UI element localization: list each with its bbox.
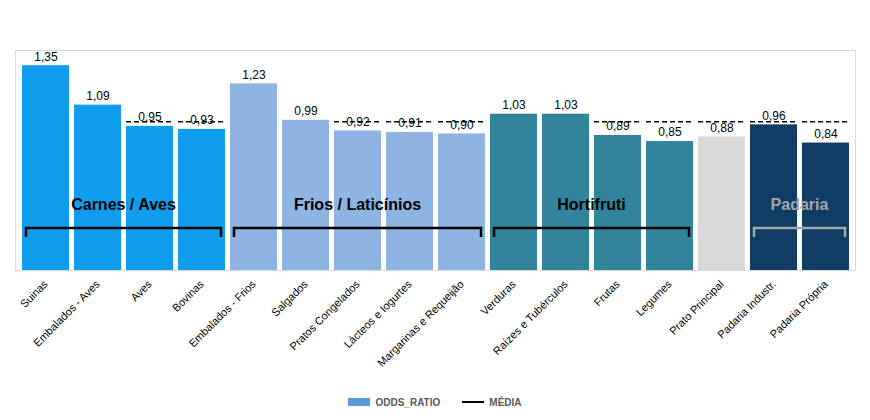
- svg-text:0,89: 0,89: [606, 119, 630, 133]
- svg-text:0,85: 0,85: [658, 125, 682, 139]
- html-text:MÉDIA: MÉDIA: [489, 396, 522, 408]
- svg-text:1,03: 1,03: [554, 98, 578, 112]
- svg-text:Prato Principal: Prato Principal: [667, 278, 726, 337]
- svg-text:1,23: 1,23: [242, 68, 266, 82]
- svg-text:Pratos Congelados: Pratos Congelados: [287, 277, 362, 353]
- svg-text:Frutas: Frutas: [591, 277, 622, 308]
- svg-text:Suinas: Suinas: [18, 277, 51, 310]
- svg-text:Verduras: Verduras: [478, 277, 518, 317]
- svg-text:1,35: 1,35: [34, 50, 58, 64]
- svg-text:Padaria Industr.: Padaria Industr.: [714, 277, 778, 341]
- svg-text:0,93: 0,93: [190, 113, 214, 127]
- svg-text:1,09: 1,09: [86, 89, 110, 103]
- svg-text:Bovinas: Bovinas: [170, 277, 207, 314]
- svg-text:Aves: Aves: [128, 277, 154, 303]
- svg-text:0,96: 0,96: [762, 109, 786, 123]
- svg-text:0,91: 0,91: [398, 116, 422, 130]
- html-text:ODDS_RATIO: ODDS_RATIO: [375, 396, 441, 408]
- svg-text:Embalados - Frios: Embalados - Frios: [186, 277, 258, 349]
- svg-text:Padaria Própria: Padaria Própria: [767, 277, 830, 340]
- svg-text:Lácteos e Iogurtes: Lácteos e Iogurtes: [341, 277, 414, 351]
- svg-text:Padaria: Padaria: [771, 196, 829, 213]
- svg-text:0,90: 0,90: [450, 118, 474, 132]
- svg-text:0,88: 0,88: [710, 121, 734, 135]
- svg-text:Salgados: Salgados: [269, 277, 310, 318]
- svg-text:Frios / Laticínios: Frios / Laticínios: [294, 196, 421, 213]
- svg-text:Carnes / Aves: Carnes / Aves: [71, 196, 176, 213]
- svg-text:0,95: 0,95: [138, 110, 162, 124]
- svg-text:0,99: 0,99: [294, 104, 318, 118]
- svg-text:Raízes e Tubérculos: Raízes e Tubérculos: [491, 277, 571, 357]
- svg-text:1,03: 1,03: [502, 98, 526, 112]
- svg-text:0,84: 0,84: [814, 127, 838, 141]
- svg-text:Hortifruti: Hortifruti: [557, 196, 625, 213]
- svg-text:Legumes: Legumes: [633, 277, 674, 318]
- svg-text:Embalados - Aves: Embalados - Aves: [31, 277, 102, 348]
- svg-text:Margarinas e Requeijão: Margarinas e Requeijão: [375, 278, 466, 369]
- svg-text:0,92: 0,92: [346, 115, 370, 129]
